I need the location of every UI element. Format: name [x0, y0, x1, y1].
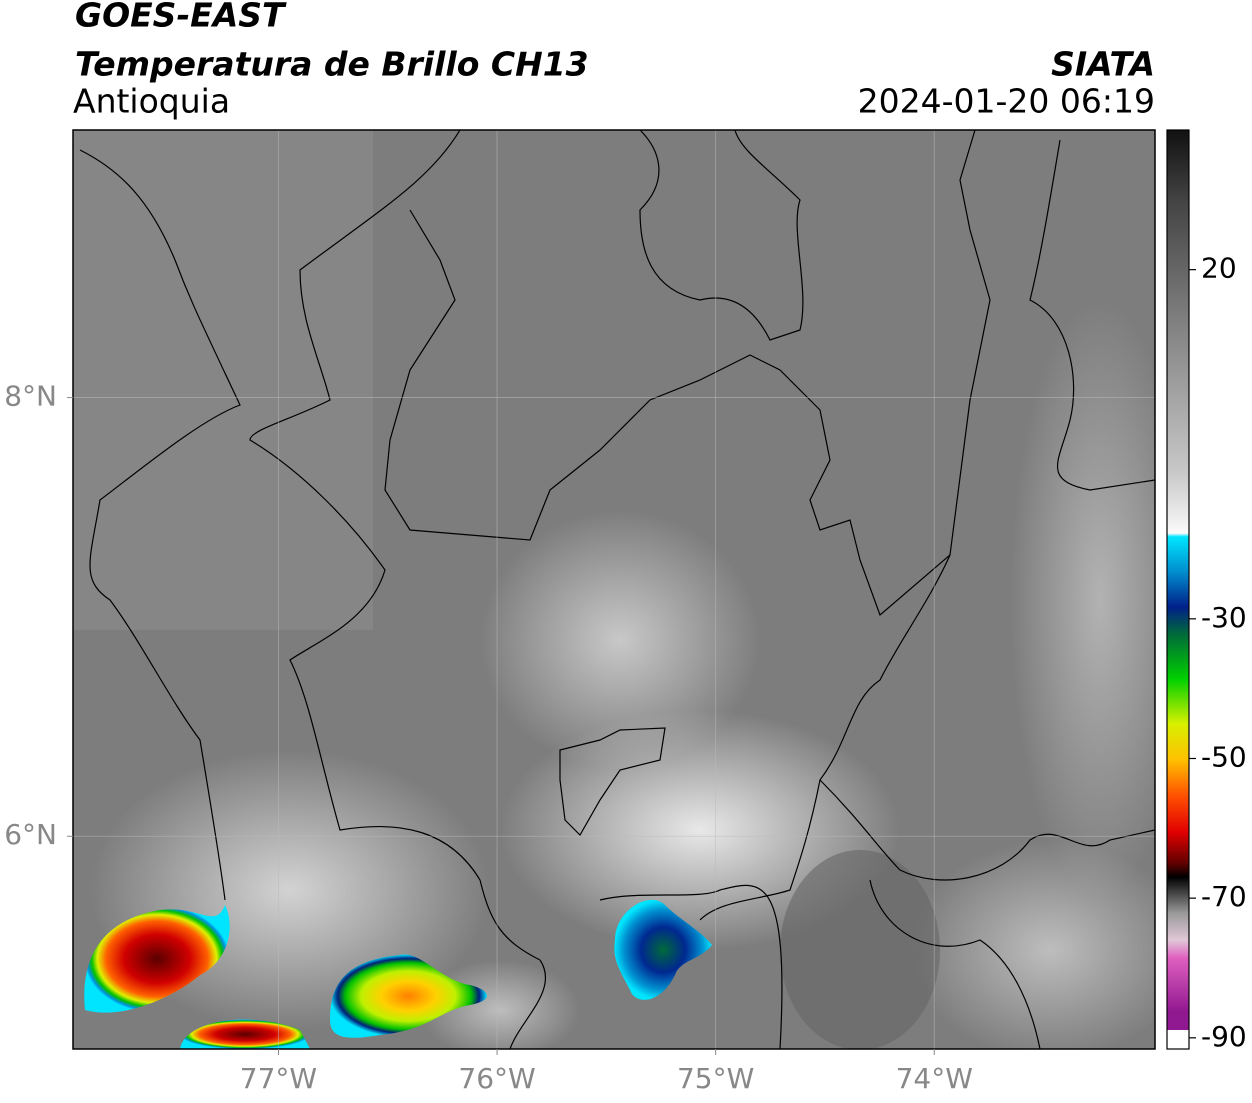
map-cloud — [1010, 300, 1155, 900]
map-cloud — [910, 840, 1155, 1049]
colorbar-extension — [1167, 1030, 1189, 1049]
colorbar-tick-label: -50 — [1201, 740, 1247, 773]
y-tick-label: 8°N — [4, 380, 57, 413]
department-border — [1029, 139, 1155, 491]
colorbar-tick-label: -90 — [1201, 1020, 1247, 1053]
region: Antioquia — [73, 82, 230, 121]
x-tick-label: 74°W — [896, 1062, 973, 1095]
map-cloud — [780, 850, 940, 1049]
colorbar-frame — [1166, 129, 1190, 1050]
colorbar-tick-label: 20 — [1201, 252, 1237, 285]
x-tick-label: 75°W — [677, 1062, 754, 1095]
storm-cell — [614, 899, 712, 1000]
subtitle: Temperatura de Brillo CH13 — [75, 45, 589, 84]
datetime: 2024-01-20 06:19 — [858, 82, 1155, 121]
department-border — [639, 130, 804, 341]
y-tick-label: 6°N — [4, 818, 57, 851]
coastline — [249, 130, 541, 961]
source: SIATA — [1051, 45, 1155, 84]
department-border — [699, 554, 951, 921]
storm-cell — [84, 905, 230, 1013]
storm-cell — [330, 954, 487, 1038]
map-frame — [72, 129, 1156, 1050]
colorbar — [1167, 130, 1189, 1030]
map-cloud — [420, 960, 580, 1049]
title: GOES-EAST — [75, 0, 287, 35]
x-tick-label: 77°W — [240, 1062, 317, 1095]
department-border — [869, 879, 1041, 1049]
axis-labels: 77°W 76°W 75°W 74°W 8°N 6°N 20 -30 -50 -70 -90 — [4, 252, 1247, 1095]
department-border — [509, 884, 783, 1049]
graticule — [73, 130, 1155, 1049]
map-shade — [73, 130, 373, 630]
colorbar-tick-label: -30 — [1201, 601, 1247, 634]
map-cloud — [480, 510, 760, 770]
map — [73, 130, 1155, 1049]
coastline — [79, 149, 241, 901]
storm-cell — [180, 1019, 310, 1049]
municipality-border — [559, 727, 666, 836]
colorbar-tick-label: -70 — [1201, 880, 1247, 913]
department-border — [384, 130, 991, 617]
x-tick-label: 76°W — [458, 1062, 535, 1095]
